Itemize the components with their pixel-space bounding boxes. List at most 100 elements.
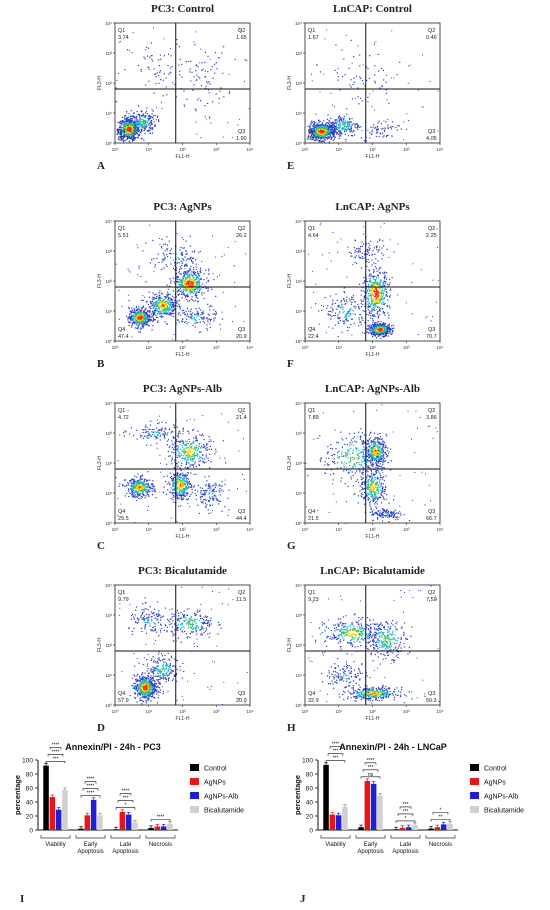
x-tick-label: 10⁰ [112, 709, 119, 714]
y-tick-label: 40 [26, 800, 34, 807]
quadrant-label: Q1 [308, 226, 315, 232]
y-tick-label: 100 [22, 758, 33, 765]
bar [399, 827, 406, 830]
bar-chart: Annexin/PI - 24h - LNCaP 0 20 40 60 80 100 perc… [293, 742, 524, 855]
legend-swatch [470, 806, 479, 813]
x-axis-label: FL1-H [176, 352, 190, 358]
bar [43, 765, 49, 830]
x-tick-label: 10¹ [335, 527, 342, 532]
quadrant-value: 3.74 [118, 35, 129, 41]
quadrant-value: 70.7 [426, 334, 437, 340]
x-tick-label: 10⁰ [302, 709, 309, 714]
quadrant-label: Q3 [428, 691, 435, 697]
quadrant-label: Q2 [428, 28, 435, 34]
x-tick-label: 10⁴ [247, 345, 254, 350]
legend-label: Control [204, 766, 227, 773]
x-tick-label: 10⁰ [302, 147, 309, 152]
x-tick-label: 10¹ [335, 345, 342, 350]
bar [335, 815, 342, 830]
significance-label: **** [367, 758, 375, 764]
plot-frame [304, 220, 441, 342]
quadrant-value: 20.9 [236, 334, 247, 340]
category-bracket [425, 835, 456, 839]
bar [49, 797, 56, 830]
bar [342, 806, 348, 830]
category-label: Late [400, 842, 412, 848]
quadrant-value: 3.86 [426, 415, 437, 421]
category-bracket [320, 835, 351, 839]
y-tick-label: 10⁴ [295, 401, 302, 406]
bar [160, 826, 167, 830]
panel-letter: H [287, 722, 296, 734]
x-tick-label: 10³ [213, 147, 220, 152]
y-tick-label: 10² [105, 461, 112, 466]
bar [329, 814, 336, 830]
x-tick-label: 10⁴ [247, 527, 254, 532]
legend-label: AgNPs [204, 780, 226, 787]
y-tick-label: 10⁴ [105, 401, 112, 406]
y-tick-label: 10³ [295, 613, 302, 618]
category-bracket [145, 835, 176, 839]
x-tick-label: 10¹ [145, 709, 152, 714]
significance-bracket [47, 754, 64, 757]
y-tick-label: 10³ [105, 613, 112, 618]
category-bracket [355, 835, 386, 839]
quadrant-value: 92.7 [118, 136, 129, 142]
x-tick-label: 10⁴ [247, 147, 254, 152]
x-tick-label: 10² [179, 147, 186, 152]
panel-letter: I [20, 893, 25, 905]
y-tick-label: 10¹ [105, 491, 112, 496]
bar [84, 815, 91, 830]
category-bracket [110, 835, 141, 839]
significance-bracket [329, 746, 342, 749]
quadrant-label: Q3 [238, 129, 245, 135]
significance-label: **** [52, 749, 60, 755]
chart-title: Annexin/PI - 24h - PC3 [65, 742, 161, 752]
bar [78, 828, 84, 830]
y-tick-label: 10² [105, 279, 112, 284]
bar [377, 795, 383, 830]
y-tick-label: 10⁴ [295, 583, 302, 588]
event-dots [118, 586, 248, 705]
y-tick-label: 60 [26, 786, 34, 793]
significance-label: *** [53, 756, 59, 762]
x-tick-label: 10⁴ [437, 345, 444, 350]
quadrant-label: Q1 [308, 590, 315, 596]
y-tick-label: 10² [295, 81, 302, 86]
x-tick-label: 10³ [403, 147, 410, 152]
y-tick-label: 10⁰ [295, 521, 302, 526]
y-tick-label: 20 [26, 814, 34, 821]
significance-bracket [360, 776, 381, 779]
flow-panel-title: PC3: Control [150, 3, 215, 15]
quadrant-value: 4.05 [426, 136, 437, 142]
x-tick-label: 10⁴ [437, 527, 444, 532]
y-tick-label: 0 [309, 828, 313, 835]
y-axis-label: FL3-H [287, 274, 293, 288]
category-label: Early [84, 842, 98, 848]
quadrant-value: 21.4 [236, 415, 247, 421]
bar [323, 764, 329, 830]
significance-bracket [117, 800, 134, 803]
y-tick-label: 10² [105, 81, 112, 86]
y-tick-label: 10² [105, 643, 112, 648]
significance-label: *** [403, 809, 409, 815]
significance-bracket [150, 819, 171, 822]
significance-label: ns [368, 772, 374, 778]
quadrant-label: Q4 [118, 691, 125, 697]
quadrant-value: 47.4 [118, 334, 129, 340]
panel-letter: C [97, 540, 105, 552]
y-tick-label: 10³ [295, 431, 302, 436]
y-tick-label: 10⁴ [105, 219, 112, 224]
quadrant-label: Q4 [118, 327, 125, 333]
bar [90, 799, 97, 830]
quadrant-label: Q1 [118, 590, 125, 596]
category-label: Viability [45, 842, 66, 848]
x-tick-label: 10⁴ [437, 709, 444, 714]
x-tick-label: 10¹ [145, 527, 152, 532]
quadrant-label: Q4 [118, 509, 125, 515]
bar [393, 829, 399, 830]
y-axis-label: FL3-H [287, 638, 293, 652]
event-dots [305, 404, 438, 524]
flow-panel-title: PC3: AgNPs [153, 201, 212, 213]
